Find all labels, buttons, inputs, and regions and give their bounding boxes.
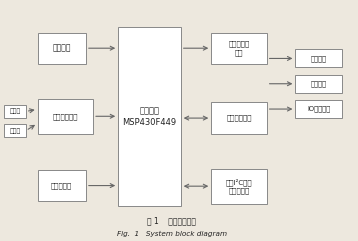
FancyBboxPatch shape: [38, 170, 86, 201]
FancyBboxPatch shape: [211, 102, 267, 134]
FancyBboxPatch shape: [118, 27, 181, 206]
Text: 通讯处理模块: 通讯处理模块: [226, 115, 252, 121]
Text: 接触器投切
模块: 接触器投切 模块: [228, 40, 250, 56]
Text: 信号采集电路: 信号采集电路: [53, 113, 78, 120]
FancyBboxPatch shape: [295, 49, 342, 67]
FancyBboxPatch shape: [4, 124, 26, 137]
FancyBboxPatch shape: [295, 75, 342, 93]
FancyBboxPatch shape: [4, 105, 26, 118]
FancyBboxPatch shape: [38, 99, 93, 134]
Text: 具有I²C总线
接口的模块: 具有I²C总线 接口的模块: [226, 178, 252, 194]
FancyBboxPatch shape: [38, 33, 86, 64]
Text: 看门狗电路: 看门狗电路: [51, 182, 72, 189]
Text: 电源模块: 电源模块: [53, 44, 71, 53]
Text: 数字量: 数字量: [9, 128, 21, 134]
Text: Fig.  1   System block diagram: Fig. 1 System block diagram: [117, 231, 227, 237]
FancyBboxPatch shape: [295, 100, 342, 118]
Text: 存储模块: 存储模块: [311, 55, 326, 62]
Text: 模拟量: 模拟量: [9, 109, 21, 114]
Text: 主控心片
MSP430F449: 主控心片 MSP430F449: [122, 106, 176, 127]
Text: 图 1    系统结构框图: 图 1 系统结构框图: [147, 216, 196, 225]
FancyBboxPatch shape: [211, 33, 267, 64]
FancyBboxPatch shape: [211, 169, 267, 204]
Text: 时钟模块: 时钟模块: [311, 80, 326, 87]
Text: IO扩展模块: IO扩展模块: [307, 106, 330, 112]
